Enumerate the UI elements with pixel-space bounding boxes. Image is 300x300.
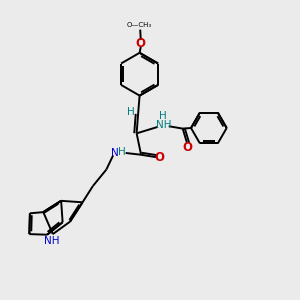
Text: H: H: [118, 147, 126, 158]
Text: NH: NH: [44, 236, 60, 246]
Text: N: N: [111, 148, 119, 158]
Text: H: H: [127, 107, 135, 117]
Text: NH: NH: [156, 120, 171, 130]
Text: O—CH₃: O—CH₃: [127, 22, 152, 28]
Text: O: O: [183, 140, 193, 154]
Text: O: O: [154, 151, 164, 164]
Text: O: O: [136, 38, 146, 50]
Text: H: H: [159, 111, 167, 121]
